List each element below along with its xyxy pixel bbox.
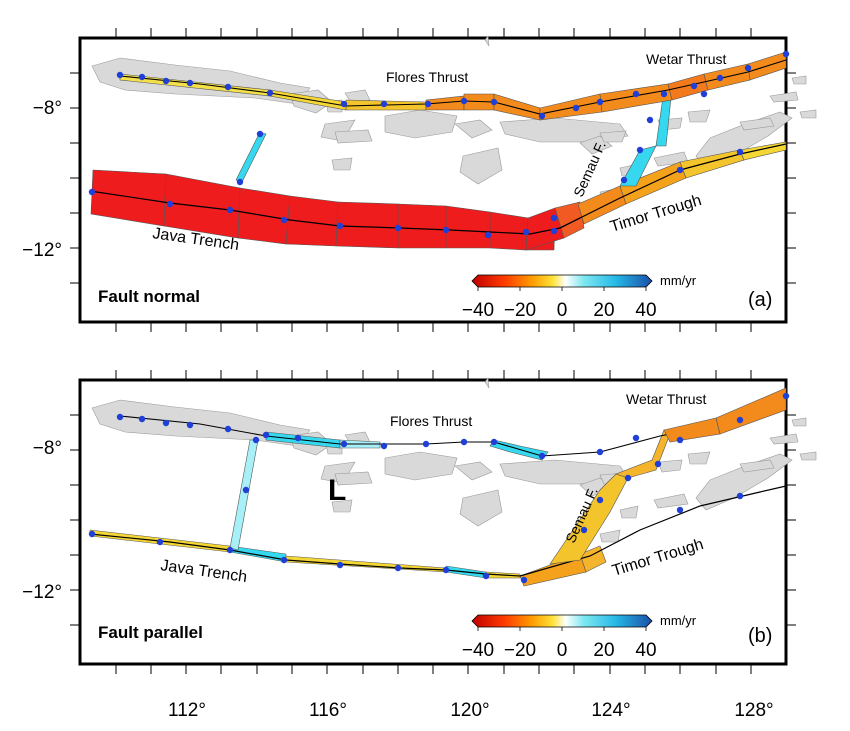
connector-fault-patch	[229, 439, 259, 551]
x-tick-label: 116°	[309, 700, 347, 721]
panel-letter: (b)	[748, 625, 772, 647]
x-tick-label: 112°	[168, 700, 206, 721]
label-timor-trough: Timor Trough	[610, 536, 705, 580]
colorbar-tick: −40	[462, 640, 494, 661]
colorbar-tick: 20	[593, 640, 614, 661]
colorbar: mm/yr −40 −20 0 20 40	[462, 273, 697, 321]
colorbar-tick: −20	[504, 300, 536, 321]
colorbar-tick: 20	[593, 300, 614, 321]
gps-stations	[88, 392, 790, 584]
colorbar-tick: 0	[557, 640, 568, 661]
x-tick-label: 128°	[734, 700, 773, 721]
colorbar-unit: mm/yr	[660, 613, 697, 628]
panel-a: Flores Thrust Wetar Thrust Semau F. Java…	[22, 26, 817, 334]
colorbar: mm/yr −40 −20 0 20 40	[462, 613, 697, 661]
colorbar-tick: −40	[462, 300, 494, 321]
connector-fault-patch	[235, 131, 267, 183]
label-flores-thrust: Flores Thrust	[386, 69, 468, 85]
colorbar-tick: −20	[504, 640, 536, 661]
label-java-trench: Java Trench	[159, 557, 248, 586]
panel-b-land	[91, 377, 817, 543]
component-title: Fault normal	[98, 287, 200, 306]
component-title: Fault parallel	[98, 623, 203, 642]
y-tick-label: −12°	[22, 240, 62, 261]
gps-stations	[88, 50, 790, 239]
flores-thrust-patches	[119, 51, 787, 121]
panel-letter: (a)	[748, 289, 772, 311]
colorbar-tick: 40	[635, 640, 656, 661]
x-axis-labels: 112° 116° 120° 124° 128°	[168, 700, 774, 721]
x-tick-label: 120°	[450, 700, 489, 721]
y-tick-label: −8°	[33, 438, 62, 459]
colorbar-unit: mm/yr	[660, 273, 697, 288]
y-tick-label: −8°	[33, 98, 62, 119]
y-tick-label: −12°	[22, 582, 62, 603]
label-wetar-thrust: Wetar Thrust	[626, 391, 707, 407]
x-tick-label: 124°	[591, 700, 630, 721]
wetar-thrust-patches	[663, 387, 787, 443]
colorbar-tick: 40	[635, 300, 656, 321]
label-flores-thrust: Flores Thrust	[390, 413, 472, 429]
colorbar-tick: 0	[557, 300, 568, 321]
label-semau-fault: Semau F.	[570, 139, 609, 200]
label-wetar-thrust: Wetar Thrust	[646, 51, 727, 67]
annotation-L: L	[328, 474, 346, 507]
panel-b: Flores Thrust Wetar Thrust Semau F. Java…	[22, 368, 817, 676]
